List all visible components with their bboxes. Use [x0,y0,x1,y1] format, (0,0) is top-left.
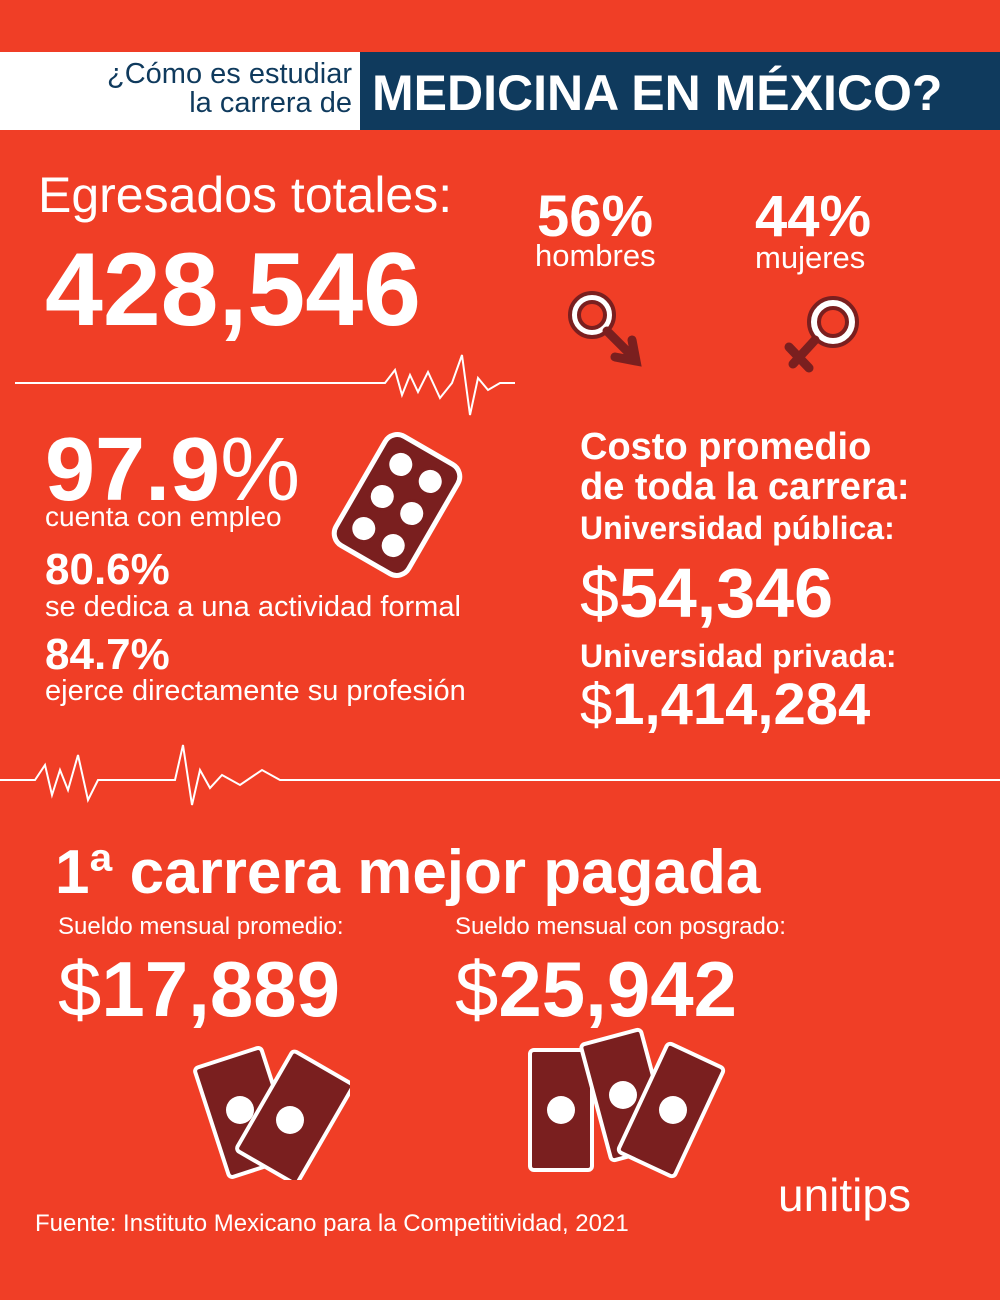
men-label: hombres [535,238,656,273]
public-cost: $54,346 [580,558,833,628]
pill-icon [331,432,463,578]
practice-label: ejerce directamente su profesión [45,675,466,707]
currency: $ [58,945,102,1033]
public-label: Universidad pública: [580,510,895,546]
currency: $ [580,672,613,737]
female-icon [784,296,859,373]
formal-percent: 80.6% [45,545,170,594]
formal-label: se dedica a una actividad formal [45,591,461,623]
currency: $ [455,945,499,1033]
cost-title: Costo promedio de toda la carrera: [580,426,910,508]
men-percent: 56% [537,184,654,249]
header-line: ¿Cómo es estudiar [107,58,352,90]
heartbeat-line [0,744,1000,806]
private-cost: $1,414,284 [580,676,870,734]
male-icon [568,291,642,367]
employment-unit: % [220,420,301,520]
salary-amount: $17,889 [58,950,340,1028]
amount: 54,346 [618,554,834,632]
employment-label: cuenta con empleo [45,501,282,532]
salary-label: Sueldo mensual con posgrado: [455,913,786,940]
graduates-value: 428,546 [45,232,421,348]
salary-amount: $25,942 [455,950,737,1028]
practice-percent: 84.7% [45,630,170,679]
ranking-title: 1ª carrera mejor pagada [55,838,761,907]
header-line: la carrera de [189,87,352,119]
private-label: Universidad privada: [580,638,897,674]
amount: 17,889 [101,945,340,1033]
header-title: MEDICINA EN MÉXICO? [372,65,943,121]
currency: $ [580,554,619,632]
header-left-box [0,52,360,130]
cost-title-line: Costo promedio [580,426,872,468]
heartbeat-line [15,354,515,416]
logo: unitips [778,1169,911,1221]
cost-title-line: de toda la carrera: [580,465,910,508]
money-icon [528,1027,726,1179]
money-icon [193,1046,350,1180]
amount: 25,942 [498,945,737,1033]
header-right-box [360,52,1000,130]
amount: 1,414,284 [612,672,871,737]
graduates-label: Egresados totales: [38,167,453,223]
employment-number: 97.9 [45,420,221,520]
employment-main: 97.9% [45,425,300,515]
women-label: mujeres [755,240,866,275]
women-percent: 44% [755,184,872,249]
source: Fuente: Instituto Mexicano para la Compe… [35,1210,629,1237]
salary-label: Sueldo mensual promedio: [58,913,344,940]
header-question: ¿Cómo es estudiar la carrera de [107,60,352,118]
